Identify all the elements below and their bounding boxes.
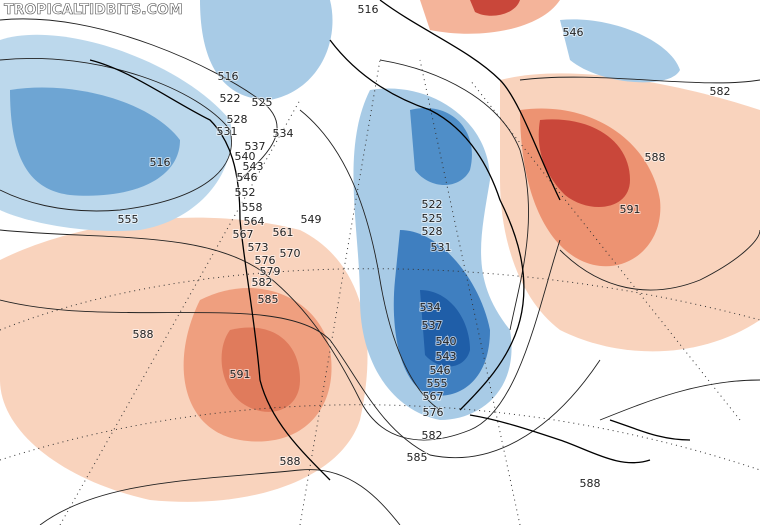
contour-label: 540 [436, 335, 457, 348]
contour-label: 588 [580, 477, 601, 490]
contour-label: 588 [133, 328, 154, 341]
contour-label: 588 [280, 455, 301, 468]
graticule [0, 59, 760, 525]
contour-label: 531 [217, 125, 238, 138]
contour-label: 516 [218, 70, 239, 83]
contour-label: 567 [233, 228, 254, 241]
contour-label: 516 [150, 156, 171, 169]
contour-label: 567 [423, 390, 444, 403]
contour-label: 585 [407, 451, 428, 464]
contour-label: 522 [422, 198, 443, 211]
contour-label: 579 [260, 265, 281, 278]
contour-label: 549 [301, 213, 322, 226]
contour-label: 585 [258, 293, 279, 306]
contour-label: 546 [430, 364, 451, 377]
contour-label: 573 [248, 241, 269, 254]
watermark: TROPICALTIDBITS.COM [4, 2, 183, 18]
contour-label: 531 [431, 241, 452, 254]
contour-label: 591 [620, 203, 641, 216]
height-contours [0, 18, 760, 525]
coastlines [89, 0, 691, 481]
contour-label: 576 [423, 406, 444, 419]
cold-anomalies [0, 0, 680, 420]
contour-label: 582 [422, 429, 443, 442]
contour-label: 555 [118, 213, 139, 226]
contour-label: 543 [243, 160, 264, 173]
contour-label: 576 [255, 254, 276, 267]
contour-label: 516 [358, 3, 379, 16]
contour-label: 534 [420, 301, 441, 314]
contour-label: 522 [220, 92, 241, 105]
contour-label: 540 [235, 150, 256, 163]
contour-label: 564 [244, 215, 265, 228]
contour-label: 537 [422, 319, 443, 332]
contour-label: 582 [252, 276, 273, 289]
contour-label: 525 [252, 96, 273, 109]
contour-label: 546 [237, 171, 258, 184]
contour-label: 525 [422, 212, 443, 225]
contour-label: 534 [273, 127, 294, 140]
warm-anomalies [0, 0, 760, 502]
contour-label: 570 [280, 247, 301, 260]
contour-label: 552 [235, 186, 256, 199]
contour-label: 528 [227, 113, 248, 126]
contour-label: 591 [230, 368, 251, 381]
contour-label: 546 [563, 26, 584, 39]
contour-label: 561 [273, 226, 294, 239]
contour-label: 558 [242, 201, 263, 214]
contour-label: 543 [436, 350, 457, 363]
contour-label: 528 [422, 225, 443, 238]
contour-label: 588 [645, 151, 666, 164]
contour-label: 537 [245, 140, 266, 153]
contour-label: 582 [710, 85, 731, 98]
contour-label: 555 [427, 377, 448, 390]
